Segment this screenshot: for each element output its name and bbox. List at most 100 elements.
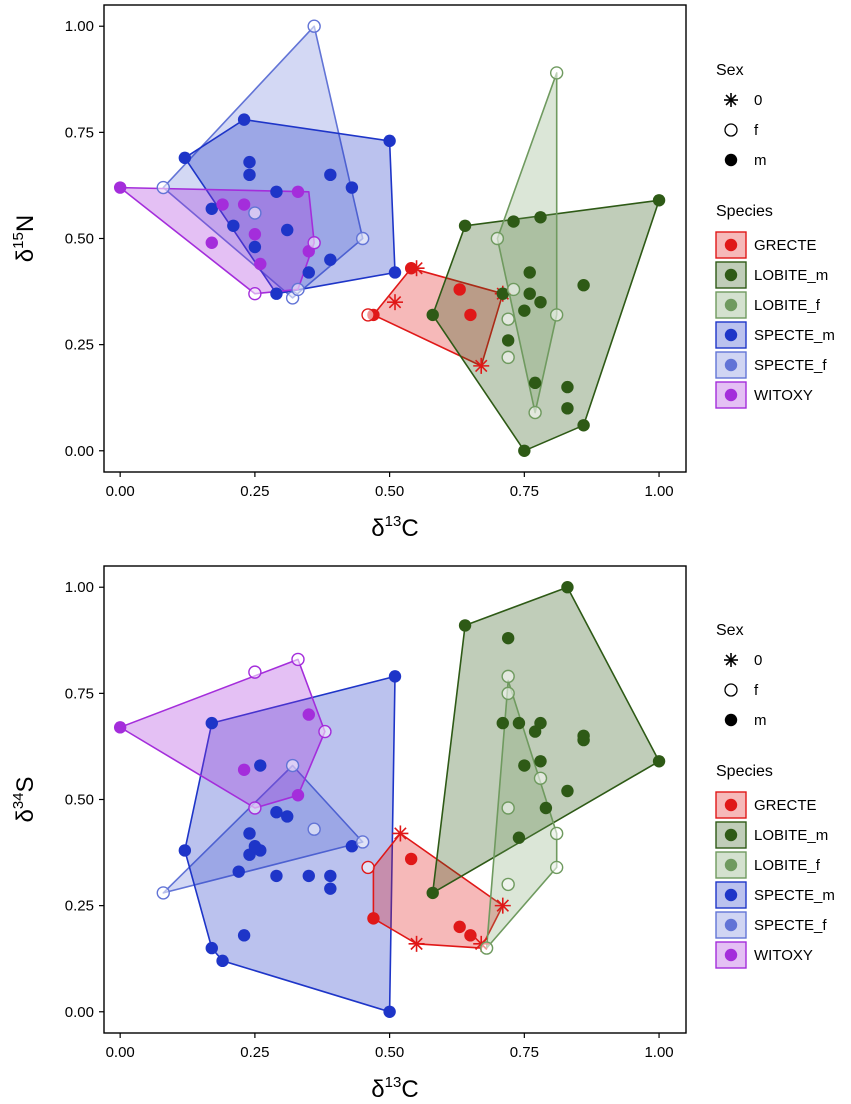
point-specte-m (232, 865, 245, 878)
point-specte-m (281, 223, 294, 237)
point-specte-m (216, 954, 229, 968)
point-specte-m (243, 155, 256, 169)
legend-species-label: SPECTE_f (754, 357, 827, 374)
point-lobite-f (501, 669, 515, 684)
point-grecte-f (361, 308, 375, 322)
x-axis-label: δ13C (371, 1074, 418, 1103)
hull-specte-f (162, 764, 364, 894)
point-lobite-f (549, 308, 564, 322)
y-tick-label: 1.00 (65, 18, 94, 35)
point-lobite-f (501, 312, 515, 326)
legend-sex-label: f (754, 682, 759, 699)
x-tick-label: 0.25 (240, 1044, 269, 1061)
point-specte-f (355, 835, 370, 849)
point-specte-m (324, 168, 337, 182)
point-witoxy-f (307, 236, 321, 250)
point-lobite-m (523, 287, 536, 300)
x-axis-label-delta: δ (371, 515, 384, 542)
legend-sex-title: Sex (716, 622, 744, 639)
y-tick-label: 0.25 (65, 898, 94, 915)
y-axis-label-element: S (12, 776, 39, 792)
point-lobite-f (549, 826, 564, 841)
point-specte-m (281, 810, 294, 823)
point-specte-f (355, 231, 370, 246)
legend-2: Sex 0 fm Species GRECTE LOBITE_m LOBITE_f SPECT… (715, 622, 835, 969)
x-axis-label-element: C (401, 515, 418, 542)
y-tick-label: 0.75 (65, 124, 94, 141)
point-lobite-m (577, 419, 590, 432)
point-grecte-m (464, 308, 477, 322)
legend-swatch-dot (724, 828, 738, 842)
point-specte-m (205, 716, 218, 730)
point-lobite-m (507, 215, 520, 228)
point-lobite-m (512, 831, 526, 844)
point-lobite-f (549, 860, 564, 875)
point-specte-m (302, 869, 315, 883)
point-witoxy (254, 257, 267, 271)
point-specte-f (156, 886, 170, 900)
point-lobite-m (458, 219, 472, 232)
point-specte-f (156, 180, 170, 195)
point-witoxy (291, 789, 305, 802)
point-lobite-m (539, 801, 553, 815)
point-grecte-f (361, 860, 375, 875)
point-witoxy (291, 185, 305, 198)
y-tick-label: 0.00 (65, 1004, 94, 1021)
point-lobite-f (549, 66, 564, 80)
point-grecte-0 (474, 359, 488, 373)
legend-sex-label: 0 (754, 652, 762, 669)
legend-swatch-dot (724, 298, 738, 312)
x-tick-label: 1.00 (644, 483, 673, 500)
point-specte-m (302, 266, 315, 279)
x-axis-label: δ13C (371, 513, 418, 542)
legend-species-label: GRECTE (754, 237, 817, 254)
point-lobite-m (561, 784, 574, 798)
point-specte-m (270, 185, 283, 198)
point-specte-m (243, 827, 256, 840)
point-grecte-0 (410, 261, 423, 275)
point-lobite-m (426, 308, 439, 322)
x-tick-label: 0.75 (510, 1044, 539, 1061)
point-specte-f (307, 19, 321, 33)
filled-circle-icon (724, 713, 738, 727)
plot-frame (103, 565, 687, 1034)
legend-sex-label: m (754, 712, 767, 729)
x-tick-label: 0.50 (375, 1044, 404, 1061)
point-witoxy-f (291, 652, 305, 667)
point-lobite-m (534, 755, 547, 768)
point-lobite-m (518, 304, 531, 317)
legend-species-label: SPECTE_m (754, 327, 835, 344)
x-tick-label: 0.00 (106, 483, 135, 500)
y-axis-label-delta: δ (12, 249, 39, 262)
point-lobite-m (561, 402, 574, 415)
legend-swatch-dot (724, 888, 738, 902)
legend-swatch-dot (724, 328, 738, 342)
y-tick-label: 0.75 (65, 685, 94, 702)
x-tick-label: 0.00 (106, 1044, 135, 1061)
point-specte-m (248, 240, 262, 254)
hull-lobite-m (431, 199, 660, 452)
point-specte-m (270, 806, 283, 819)
point-witoxy (302, 708, 315, 721)
asterisk-icon (725, 94, 737, 106)
point-lobite-f (506, 282, 521, 297)
point-grecte-0 (410, 937, 423, 951)
point-grecte-0 (496, 899, 510, 912)
point-lobite-m (512, 716, 526, 730)
x-tick-label: 0.75 (510, 483, 539, 500)
point-lobite-m (496, 287, 509, 300)
point-witoxy (237, 198, 251, 211)
point-specte-m (237, 929, 251, 942)
point-specte-m (324, 882, 337, 895)
point-witoxy (237, 763, 251, 776)
point-lobite-m (501, 334, 515, 347)
point-specte-m (270, 287, 283, 300)
filled-circle-icon (724, 153, 738, 167)
point-grecte-0 (388, 295, 402, 309)
y-axis-label: δ15N (10, 215, 39, 262)
point-witoxy (248, 228, 262, 241)
point-specte-m (178, 151, 192, 165)
legend-sex-title: Sex (716, 62, 744, 79)
legend-swatch-dot (724, 358, 738, 372)
